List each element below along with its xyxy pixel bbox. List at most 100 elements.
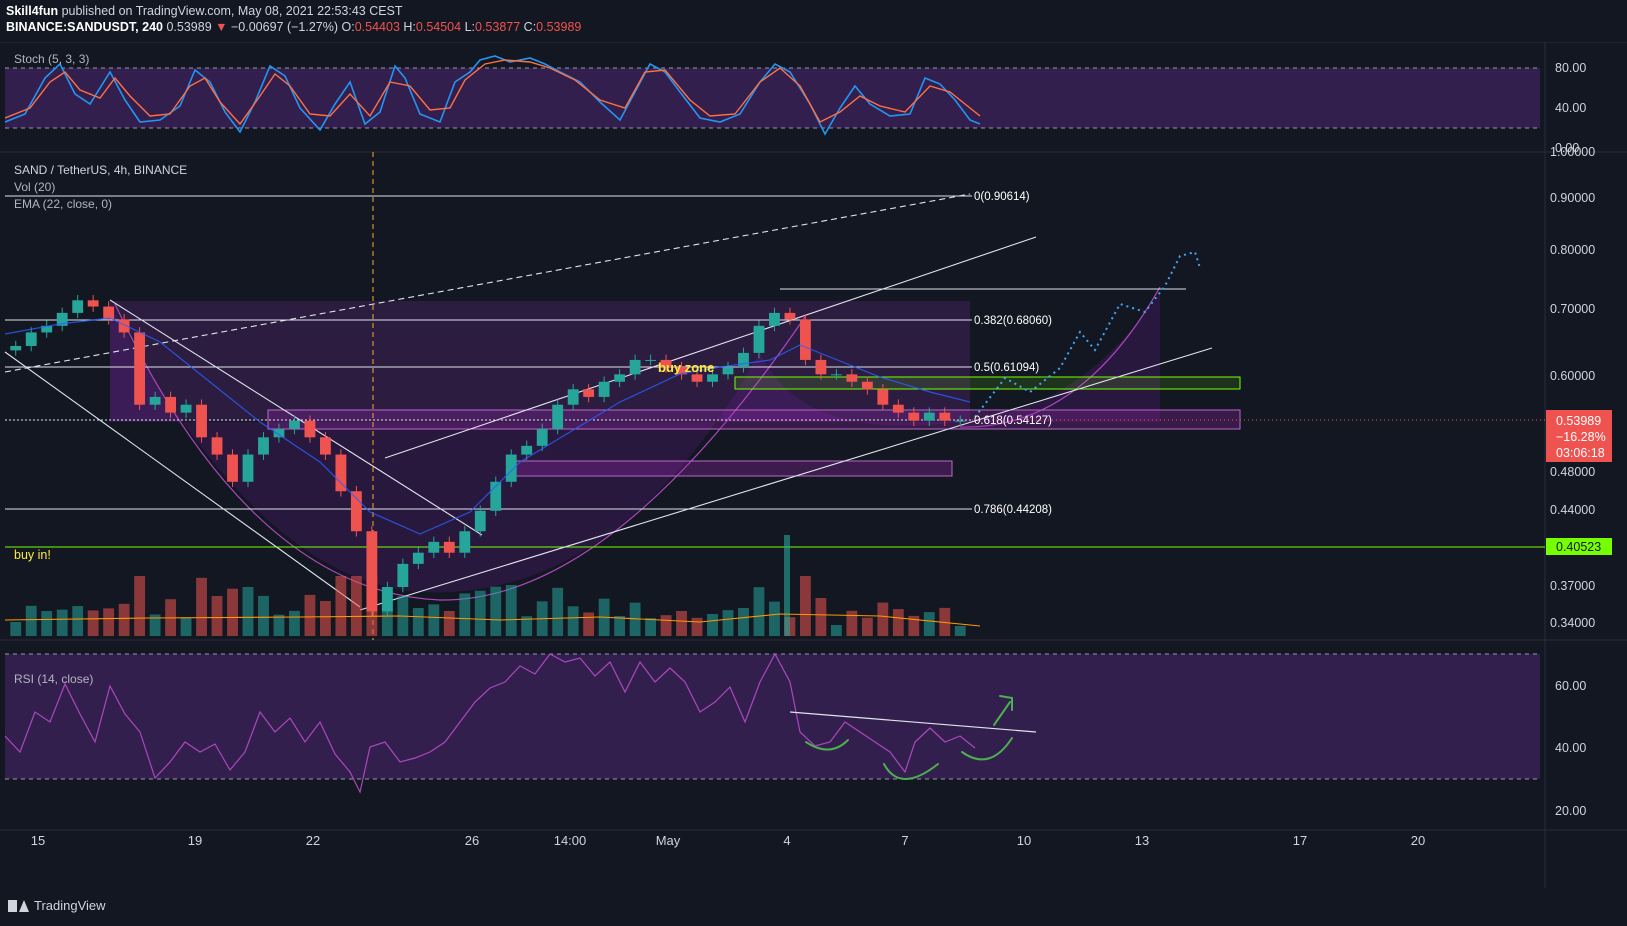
- volume-bar: [583, 612, 595, 636]
- footer-bar: [0, 889, 1627, 926]
- volume-bar: [722, 610, 734, 636]
- volume-bar: [41, 611, 53, 636]
- candle-body: [645, 359, 656, 361]
- volume-bar: [134, 576, 146, 636]
- stoch-tick-40: 40.00: [1555, 101, 1586, 115]
- volume-bar: [877, 602, 889, 636]
- stoch-tick-0: 0.00: [1555, 141, 1579, 155]
- volume-spike-bar: [784, 535, 790, 636]
- candle-body: [598, 381, 610, 397]
- chart-header: Skill4fun published on TradingView.com, …: [6, 3, 581, 35]
- candle-body: [25, 332, 37, 346]
- candle-body: [165, 396, 176, 413]
- fib-labels: 0(0.90614) 0.382(0.68060) 0.5(0.61094) 0…: [974, 191, 1052, 516]
- publisher-name[interactable]: Skill4fun: [6, 4, 59, 18]
- rsi-band: [5, 654, 1540, 779]
- green-buy-box: [734, 376, 1241, 390]
- price-tick-048: 0.48000: [1550, 465, 1595, 479]
- volume-bar: [412, 608, 424, 636]
- volume-bar: [474, 590, 486, 636]
- stoch-band: [5, 68, 1540, 128]
- vol-label[interactable]: Vol (20): [14, 180, 56, 194]
- candle-body: [521, 445, 533, 455]
- candle-body: [629, 359, 641, 375]
- volume-ma: [4, 613, 981, 627]
- down-arrow-icon: ▼: [215, 20, 228, 34]
- candle-body: [552, 404, 564, 429]
- volume-bar: [846, 610, 858, 636]
- candle-body: [87, 300, 99, 307]
- time-tick-15: 15: [31, 833, 45, 848]
- candle-body: [753, 325, 765, 353]
- time-tick-4: 4: [783, 833, 790, 848]
- candle-body: [103, 306, 115, 320]
- candle-body: [211, 437, 223, 455]
- volume-bar: [676, 611, 687, 636]
- candle-body: [536, 428, 548, 446]
- candle-body: [397, 563, 409, 588]
- lower-box: [509, 460, 953, 477]
- candle-body: [490, 481, 502, 511]
- stoch-d-line: [4, 59, 981, 126]
- price-tick-044: 0.44000: [1550, 503, 1595, 517]
- candle-body: [335, 454, 347, 492]
- candle-body: [134, 332, 146, 405]
- candle-body: [877, 389, 889, 405]
- candle-body: [614, 374, 626, 382]
- time-tick-may: May: [656, 833, 681, 848]
- candle-body: [149, 396, 161, 405]
- last-change-text: −16.28%: [1556, 430, 1606, 444]
- trend-lines: [4, 193, 1213, 611]
- candle-body: [41, 325, 53, 333]
- pair-label[interactable]: SAND / TetherUS, 4h, BINANCE: [14, 163, 188, 177]
- stoch-label[interactable]: Stoch (5, 3, 3): [14, 52, 90, 66]
- volume-bar: [196, 577, 207, 636]
- volume-bar: [180, 617, 192, 636]
- volume-bar: [258, 595, 269, 636]
- publish-line: Skill4fun published on TradingView.com, …: [6, 3, 581, 19]
- volume-bar: [87, 610, 99, 636]
- high-label: H:: [403, 20, 416, 34]
- ema-label[interactable]: EMA (22, close, 0): [14, 197, 113, 211]
- volume-bar: [815, 598, 827, 636]
- candle-body: [800, 319, 811, 360]
- last-price-text: 0.53989: [1556, 414, 1601, 428]
- candle-body: [289, 420, 300, 429]
- volume-bar: [753, 587, 765, 636]
- candle-body: [923, 412, 935, 421]
- price-tick-034: 0.34000: [1550, 616, 1595, 630]
- candle-body: [583, 389, 595, 397]
- volume-bar: [118, 603, 130, 636]
- volume-bar: [273, 614, 285, 636]
- candle-body: [846, 374, 858, 382]
- rsi-hand-drawn: [805, 695, 1013, 780]
- tradingview-logo[interactable]: TradingView: [8, 898, 106, 913]
- candle-body: [10, 345, 22, 351]
- volume-bar: [459, 593, 471, 636]
- rsi-label[interactable]: RSI (14, close): [14, 672, 94, 686]
- volume-bar: [366, 576, 378, 636]
- volume-bar: [552, 587, 564, 636]
- symbol-label[interactable]: BINANCE:SANDUSDT, 240: [6, 20, 163, 34]
- chart-canvas[interactable]: 80.00 40.00 0.00 1.00000: [0, 42, 1627, 889]
- volume-bar: [227, 588, 238, 636]
- time-tick-17: 17: [1293, 833, 1307, 848]
- price-tick-070: 0.70000: [1550, 302, 1595, 316]
- candle-body: [320, 437, 331, 455]
- candle-body: [861, 381, 873, 390]
- rsi-tick-60: 60.00: [1555, 679, 1586, 693]
- candle-body: [56, 312, 68, 326]
- candle-body: [273, 428, 285, 438]
- cup-pattern: [110, 292, 1160, 593]
- candle-body: [227, 454, 238, 482]
- volume-bar: [25, 605, 37, 636]
- last-price-badge: [1546, 410, 1612, 462]
- publish-info: published on TradingView.com, May 08, 20…: [61, 4, 403, 18]
- volume-bar: [56, 609, 68, 636]
- volume-bar: [908, 615, 920, 636]
- volume-bar: [769, 601, 780, 636]
- candle-body: [412, 552, 424, 564]
- fib-0-label: 0(0.90614): [974, 191, 1030, 203]
- close-value: 0.53989: [536, 20, 582, 34]
- candle-series: [10, 295, 966, 617]
